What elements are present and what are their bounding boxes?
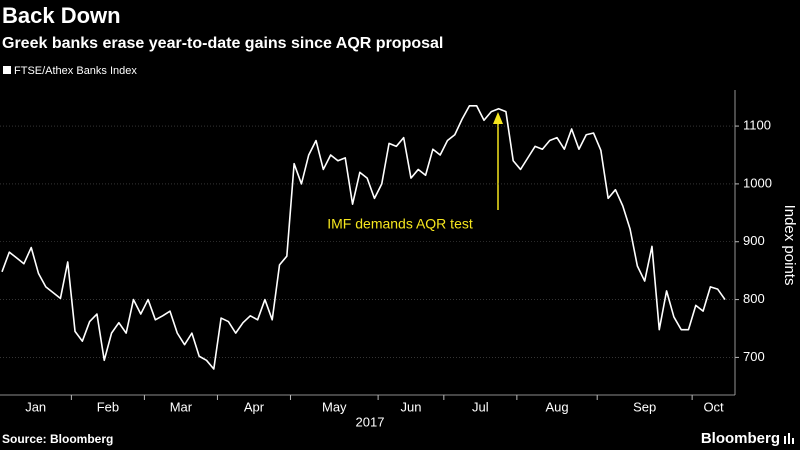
x-tick-label: Aug xyxy=(545,399,568,414)
chart-title: Back Down xyxy=(2,3,121,28)
legend-swatch xyxy=(3,66,11,74)
x-tick-label: Jun xyxy=(400,399,421,414)
x-tick-label: Oct xyxy=(703,399,724,414)
y-tick-label: 1000 xyxy=(743,175,772,190)
x-axis-title: 2017 xyxy=(356,414,385,429)
x-tick-label: May xyxy=(322,399,347,414)
x-tick-label: Feb xyxy=(97,399,119,414)
y-tick-label: 700 xyxy=(743,349,765,364)
x-tick-label: Apr xyxy=(244,399,265,414)
brand: Bloomberg xyxy=(701,430,780,447)
legend-label: FTSE/Athex Banks Index xyxy=(14,65,137,77)
y-axis-title: Index points xyxy=(781,205,798,286)
source: Source: Bloomberg xyxy=(2,432,113,446)
y-tick-label: 800 xyxy=(743,291,765,306)
y-tick-label: 1100 xyxy=(743,118,771,133)
annotation: IMF demands AQR test xyxy=(327,216,473,232)
x-tick-label: Sep xyxy=(633,399,656,414)
brand-icon xyxy=(784,433,794,444)
series-line xyxy=(1,105,726,370)
annotation-arrowhead xyxy=(493,112,503,124)
y-tick-label: 900 xyxy=(743,233,765,248)
chart-subtitle: Greek banks erase year-to-date gains sin… xyxy=(2,35,443,52)
x-tick-label: Jan xyxy=(25,399,46,414)
x-tick-label: Mar xyxy=(170,399,193,414)
x-tick-label: Jul xyxy=(472,399,489,414)
